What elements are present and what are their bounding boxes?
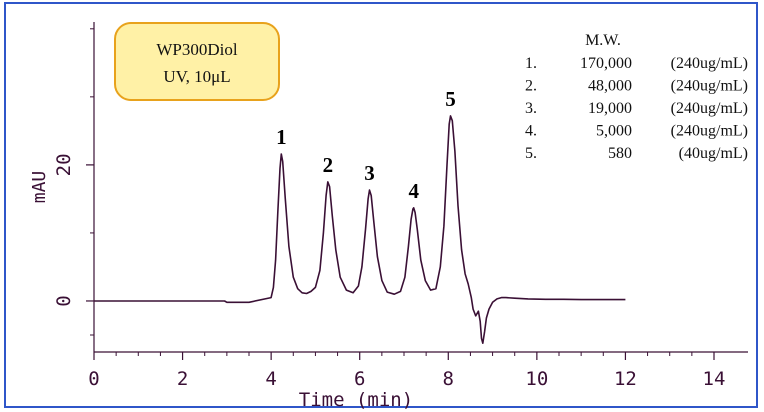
- x-axis-ticks: 0 2 4 6 8 10 12 14: [88, 352, 725, 390]
- y-tick-label: 20: [53, 153, 75, 176]
- x-axis-label: Time (min): [299, 389, 413, 411]
- mw-row-concentration: (240ug/mL): [671, 123, 748, 140]
- y-axis-label: mAU: [29, 171, 50, 204]
- mw-row-number: 2.: [525, 78, 537, 95]
- method-box-background: [114, 22, 280, 101]
- mw-row-weight: 170,000: [580, 55, 632, 72]
- mw-row-number: 1.: [525, 55, 537, 72]
- method-box-conditions: UV, 10μL: [163, 67, 230, 86]
- mw-table-header: M.W.: [585, 32, 621, 49]
- method-box-column: WP300Diol: [156, 40, 238, 59]
- method-box: WP300Diol UV, 10μL: [114, 22, 280, 101]
- x-tick-label: 12: [614, 368, 637, 390]
- mw-row-concentration: (40ug/mL): [679, 145, 748, 162]
- x-tick-label: 14: [703, 368, 726, 390]
- peak-label: 2: [323, 153, 334, 177]
- peak-label: 4: [408, 179, 419, 203]
- x-tick-label: 6: [354, 368, 365, 390]
- peak-labels: 1 2 3 4 5: [276, 87, 456, 203]
- mw-row-weight: 580: [608, 145, 632, 162]
- mw-row-concentration: (240ug/mL): [671, 78, 748, 95]
- mw-row-weight: 19,000: [588, 100, 632, 117]
- molecular-weight-table: M.W. 1. 170,000 (240ug/mL) 2. 48,000 (240ug/m…: [525, 32, 748, 162]
- peak-label: 3: [364, 161, 375, 185]
- mw-row-number: 4.: [525, 123, 537, 140]
- mw-row-number: 3.: [525, 100, 537, 117]
- y-tick-label: 0: [53, 295, 75, 306]
- figure-frame: [4, 2, 758, 408]
- x-tick-label: 0: [88, 368, 99, 390]
- mw-row-weight: 48,000: [588, 78, 632, 95]
- x-tick-label: 2: [177, 368, 188, 390]
- y-axis-ticks: 0 20: [53, 28, 94, 336]
- peak-label: 1: [276, 125, 287, 149]
- chromatogram-trace: [94, 115, 626, 344]
- x-tick-label: 4: [265, 368, 276, 390]
- x-tick-label: 10: [525, 368, 548, 390]
- mw-row-concentration: (240ug/mL): [671, 100, 748, 117]
- peak-label: 5: [445, 87, 456, 111]
- mw-row-concentration: (240ug/mL): [671, 55, 748, 72]
- mw-table-rows: 1. 170,000 (240ug/mL) 2. 48,000 (240ug/mL) 3. 1…: [525, 55, 748, 162]
- mw-row-number: 5.: [525, 145, 537, 162]
- mw-row-weight: 5,000: [596, 123, 632, 140]
- x-tick-label: 8: [443, 368, 454, 390]
